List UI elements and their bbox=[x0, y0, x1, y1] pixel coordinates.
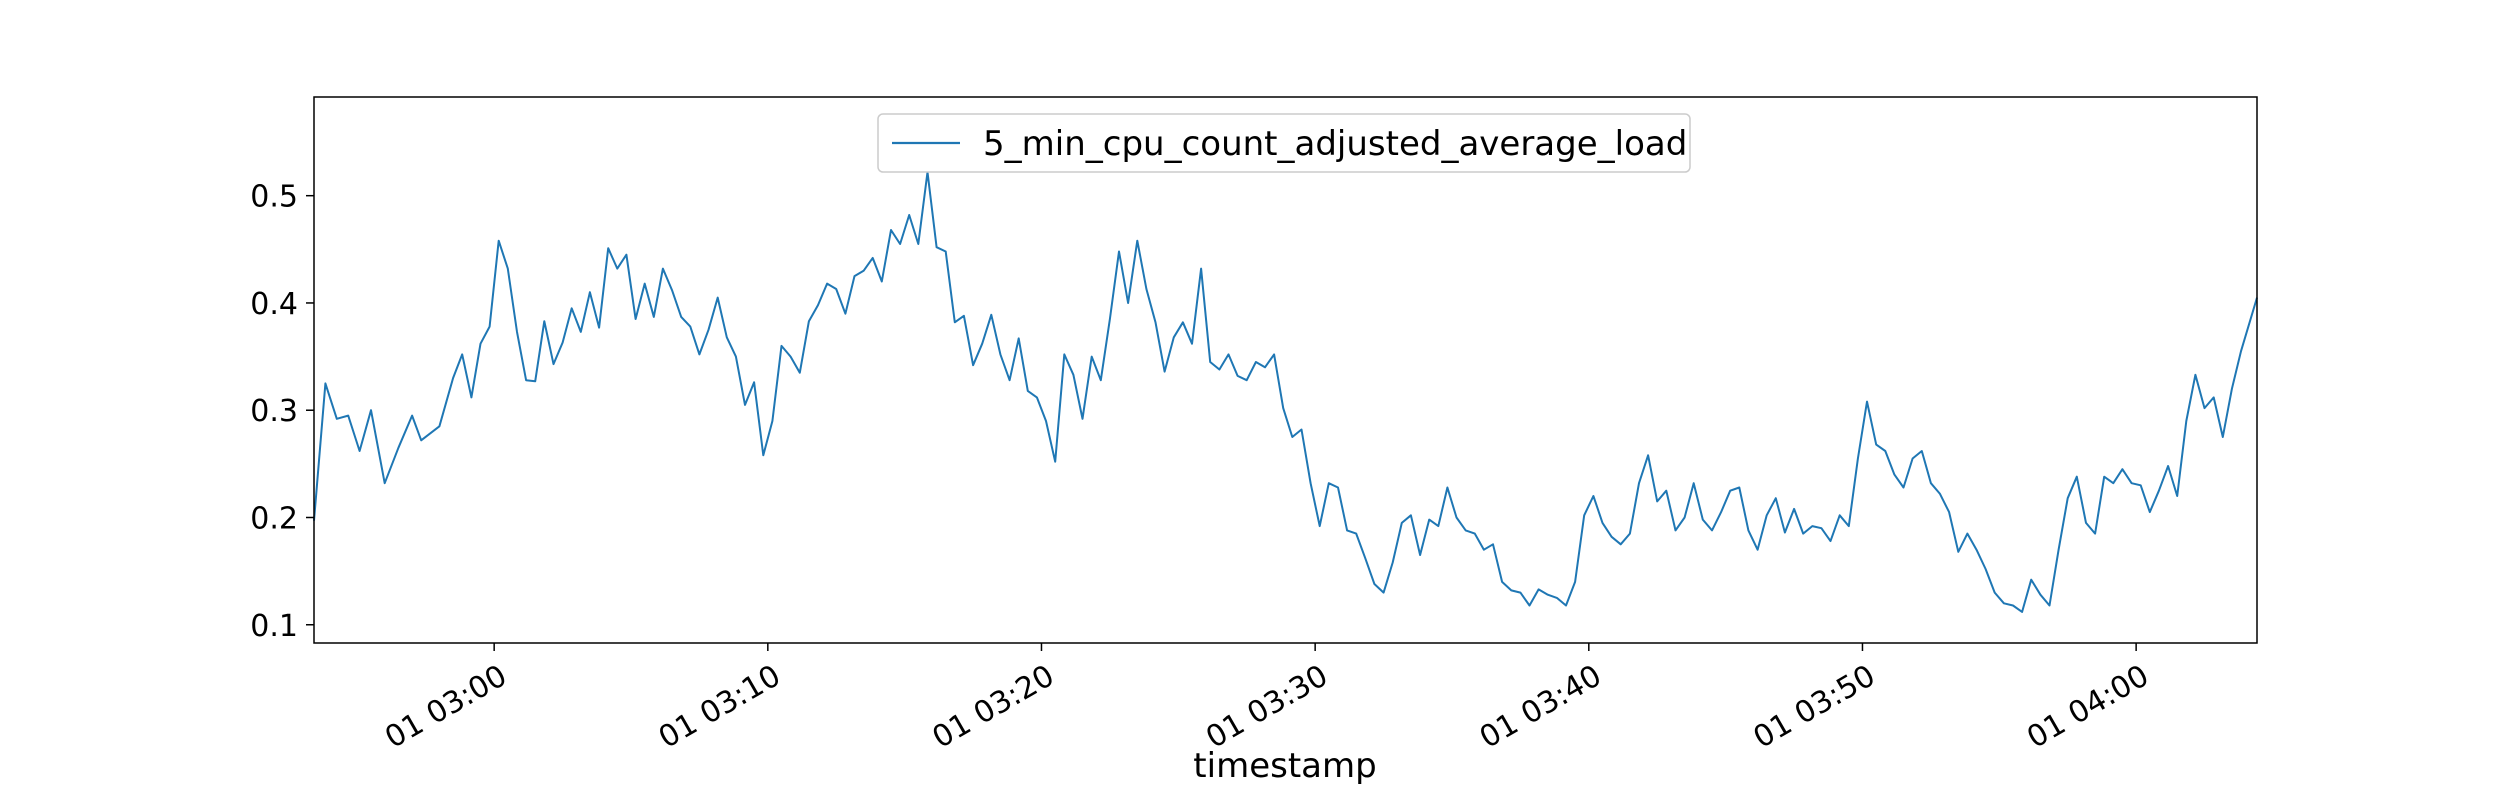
legend-box bbox=[877, 113, 1691, 173]
x-tick-label: 01 03:50 bbox=[1748, 658, 1882, 755]
axes: 0.1 0.2 0.3 0.4 0.5 01 03:00 01 03:10 01 03:20 0… bbox=[250, 96, 2258, 756]
x-tick-label: 01 04:00 bbox=[2021, 658, 2155, 755]
x-tick-label: 01 03:10 bbox=[653, 658, 787, 755]
y-tick-label: 0.5 bbox=[250, 180, 298, 215]
plot-area bbox=[313, 171, 2258, 613]
x-tick-label: 01 03:20 bbox=[927, 658, 1061, 755]
y-tick-label: 0.4 bbox=[250, 287, 298, 322]
y-tick-label: 0.3 bbox=[250, 394, 298, 429]
legend: 5_min_cpu_count_adjusted_average_load bbox=[877, 113, 1691, 173]
series-line-0 bbox=[313, 171, 2258, 613]
axes-frame bbox=[313, 96, 2258, 644]
legend-label: 5_min_cpu_count_adjusted_average_load bbox=[983, 124, 1687, 164]
x-tick-label: 01 03:00 bbox=[379, 658, 513, 755]
x-tick-label: 01 03:40 bbox=[1474, 658, 1608, 755]
y-tick-label: 0.2 bbox=[250, 501, 298, 536]
x-axis-label: timestamp bbox=[1193, 746, 1376, 786]
y-tick-label: 0.1 bbox=[250, 609, 298, 644]
x-tick-label: 01 03:30 bbox=[1200, 658, 1334, 755]
